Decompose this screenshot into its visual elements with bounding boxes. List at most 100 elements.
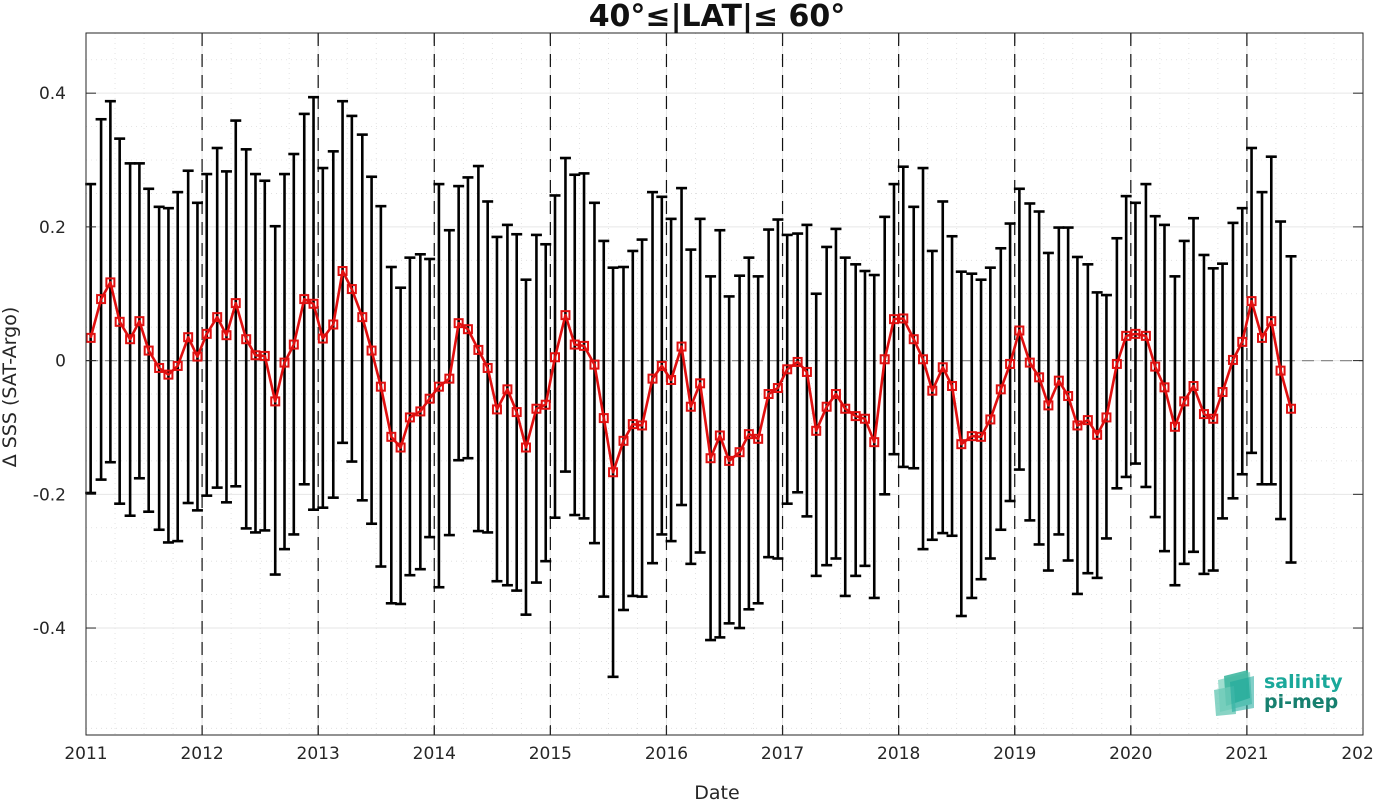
data-point-marker (192, 351, 203, 362)
data-point-marker (560, 310, 571, 321)
data-point-marker (250, 350, 261, 361)
data-point-marker (444, 373, 455, 384)
grid (85, 33, 1364, 735)
data-point-marker (743, 429, 754, 440)
data-point-marker (1266, 316, 1277, 327)
x-tick-label: 2022 (1341, 744, 1374, 764)
data-point-marker (898, 313, 909, 324)
wave-logo-icon (1214, 670, 1254, 716)
data-point-marker (1005, 358, 1016, 369)
data-point-marker (734, 447, 745, 458)
y-tick-label: 0 (55, 352, 66, 372)
y-tick-label: -0.2 (33, 485, 66, 505)
data-point-marker (114, 316, 125, 327)
data-point-marker (433, 381, 444, 392)
y-tick-label: 0.4 (39, 84, 66, 104)
data-point-marker (337, 266, 348, 277)
x-tick-labels: 2011 2012 2013 2014 2015 2016 2017 2018 2019 2020… (64, 744, 1374, 764)
year-separators (201, 33, 1248, 735)
y-tick-label: -0.4 (33, 619, 66, 639)
data-point-marker (96, 294, 107, 305)
data-point-marker (1121, 330, 1132, 341)
data-point-marker (1034, 372, 1045, 383)
x-tick-label: 2017 (761, 744, 804, 764)
data-point-marker (579, 340, 590, 351)
data-point-marker (404, 412, 415, 423)
data-point-marker (1101, 412, 1112, 423)
data-point-marker (1179, 396, 1190, 407)
data-point-marker (1150, 361, 1161, 372)
x-tick-label: 2019 (993, 744, 1036, 764)
data-point-marker (772, 383, 783, 394)
data-point-marker (201, 328, 212, 339)
data-point-marker (1140, 330, 1151, 341)
data-point-marker (1217, 387, 1228, 398)
data-point-marker (1188, 381, 1199, 392)
data-point-marker (366, 345, 377, 356)
data-point-marker (724, 455, 735, 466)
x-tick-label: 2016 (645, 744, 688, 764)
data-point-marker (656, 360, 667, 371)
data-point-marker (163, 369, 174, 380)
data-point-marker (424, 393, 435, 404)
data-point-marker (462, 324, 473, 335)
data-point-marker (473, 344, 484, 355)
data-point-marker (763, 389, 774, 400)
data-point-marker (1208, 413, 1219, 424)
data-point-marker (637, 420, 648, 431)
data-point-marker (299, 294, 310, 305)
data-point-marker (415, 406, 426, 417)
data-point-marker (395, 442, 406, 453)
data-point-marker (1053, 375, 1064, 386)
data-point-marker (821, 401, 832, 412)
x-tick-label: 2014 (413, 744, 456, 764)
data-point-marker (627, 419, 638, 430)
data-point-marker (230, 298, 241, 309)
data-point-marker (1159, 382, 1170, 393)
y-axis-label: Δ SSS (SAT-Argo) (0, 307, 21, 467)
data-point-marker (1198, 409, 1209, 420)
data-point-marker (502, 384, 513, 395)
data-point-marker (1246, 296, 1257, 307)
error-bars (85, 95, 1297, 679)
data-point-marker (937, 362, 948, 373)
data-point-marker (270, 396, 281, 407)
data-point-marker (782, 364, 793, 375)
salinity-pimep-logo: salinity pi-mep (1214, 670, 1343, 716)
data-point-marker (714, 430, 725, 441)
data-point-marker (105, 277, 116, 288)
data-point-marker (685, 401, 696, 412)
data-point-marker (695, 378, 706, 389)
series-markers (85, 266, 1297, 478)
data-point-marker (1072, 420, 1083, 431)
y-tick-labels: -0.4 -0.2 0 0.2 0.4 (33, 84, 66, 639)
data-point-marker (850, 411, 861, 422)
data-point-marker (1043, 400, 1054, 411)
data-point-marker (705, 453, 716, 464)
data-point-marker (520, 442, 531, 453)
data-point-marker (143, 345, 154, 356)
data-point-marker (1275, 365, 1286, 376)
logo-text-pi-mep: pi-mep (1264, 691, 1338, 713)
data-point-marker (511, 407, 522, 418)
data-point-marker (879, 354, 890, 365)
data-point-marker (317, 333, 328, 344)
data-point-marker (1063, 391, 1074, 402)
data-point-marker (830, 389, 841, 400)
data-point-marker (976, 431, 987, 442)
data-point-marker (589, 359, 600, 370)
data-point-marker (956, 439, 967, 450)
data-point-marker (241, 334, 252, 345)
data-point-marker (1169, 421, 1180, 432)
data-point-marker (491, 404, 502, 415)
data-point-marker (666, 374, 677, 385)
data-point-marker (1237, 336, 1248, 347)
data-point-marker (540, 399, 551, 410)
x-tick-label: 2018 (877, 744, 920, 764)
data-point-marker (1024, 357, 1035, 368)
data-point-marker (1227, 354, 1238, 365)
data-point-marker (154, 362, 165, 373)
data-point-marker (183, 332, 194, 343)
plot-frame (85, 32, 1364, 736)
